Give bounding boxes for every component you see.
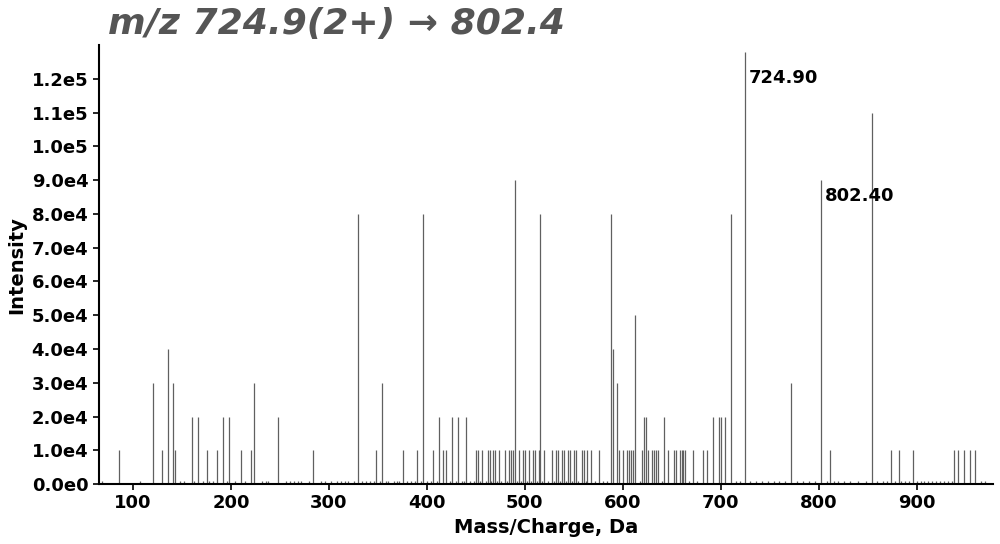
- X-axis label: Mass/Charge, Da: Mass/Charge, Da: [454, 518, 638, 537]
- Text: 802.40: 802.40: [825, 187, 894, 205]
- Text: m/z 724.9(2+) → 802.4: m/z 724.9(2+) → 802.4: [108, 7, 564, 41]
- Text: 724.90: 724.90: [749, 69, 818, 87]
- Y-axis label: Intensity: Intensity: [7, 215, 26, 313]
